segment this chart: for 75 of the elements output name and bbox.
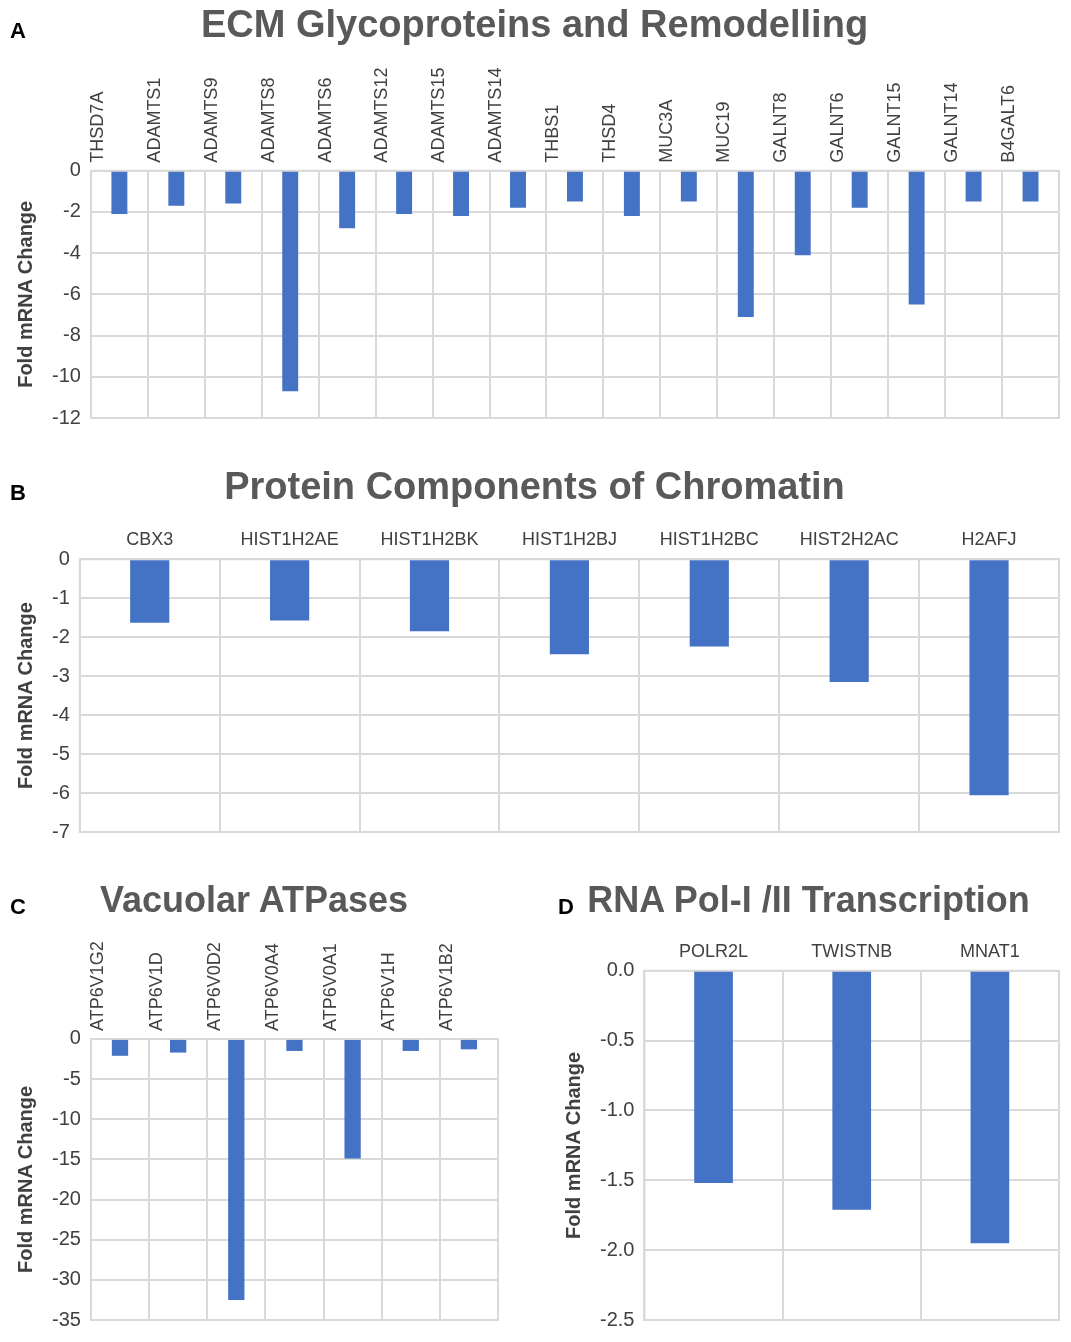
x-tick-label: ADAMTS9 — [200, 77, 221, 163]
x-tick-label: TWISTNB — [811, 940, 893, 961]
x-tick-label: THBS1 — [542, 104, 563, 163]
y-tick-label: -20 — [52, 1187, 81, 1210]
chart-title: ECM Glycoproteins and Remodelling — [200, 3, 869, 46]
x-tick-label: THSD4 — [599, 103, 620, 163]
y-tick-label: -2 — [51, 624, 70, 647]
y-tick-label: 0 — [69, 1026, 81, 1049]
y-tick-label: -1 — [51, 585, 70, 608]
x-tick-label: H2AFJ — [961, 529, 1017, 550]
x-tick-label: MNAT1 — [960, 940, 1020, 961]
y-tick-label: 0 — [69, 158, 81, 181]
x-tick-label: ATP6V1D — [145, 952, 166, 1031]
y-tick-label: -10 — [52, 364, 81, 387]
x-tick-label: GALNT15 — [884, 82, 904, 163]
text: B — [10, 480, 26, 506]
x-tick-label: HIST2H2AC — [799, 529, 899, 550]
x-tick-label: CBX3 — [126, 529, 174, 550]
y-tick-label: -1.5 — [599, 1167, 635, 1190]
y-tick-label: -2 — [63, 199, 81, 222]
x-tick-label: B4GALT6 — [997, 84, 1018, 163]
y-tick-label: -12 — [52, 405, 81, 428]
y-axis-title: Fold mRNA Change — [13, 1085, 36, 1273]
y-tick-label: -7 — [51, 819, 70, 842]
x-tick-label: ADAMTS12 — [371, 67, 392, 163]
y-axis-title: Fold mRNA Change — [561, 1051, 584, 1239]
x-tick-label: ADAMTS14 — [485, 67, 506, 163]
y-tick-label: -6 — [63, 281, 81, 304]
x-tick-label: HIST1H2AE — [240, 529, 339, 550]
y-tick-label: -0.5 — [599, 1028, 635, 1051]
x-tick-label: HIST1H2BC — [659, 529, 759, 550]
y-tick-label: -10 — [52, 1106, 81, 1129]
x-tick-label: GALNT8 — [770, 92, 791, 163]
y-tick-label: -2.5 — [599, 1307, 635, 1330]
y-tick-label: 0 — [58, 546, 70, 569]
x-tick-label: THSD7A — [86, 91, 107, 163]
chart-title: RNA Pol-I /II Transcription — [587, 878, 1030, 920]
x-tick-label: ATP6V0A4 — [261, 943, 282, 1031]
text: C — [10, 894, 26, 920]
x-tick-label: ADAMTS8 — [257, 77, 278, 163]
y-tick-label: -15 — [52, 1146, 81, 1169]
chart-title: Protein Components of Chromatin — [224, 465, 845, 508]
x-tick-label: ADAMTS6 — [314, 77, 335, 163]
x-tick-label: HIST1H2BK — [380, 529, 479, 550]
x-tick-label: ATP6V0D2 — [203, 942, 224, 1031]
y-tick-label: -30 — [52, 1267, 81, 1290]
x-tick-label: ADAMTS1 — [143, 77, 164, 163]
y-axis-title: Fold mRNA Change — [13, 602, 36, 790]
text: A — [10, 18, 26, 44]
x-tick-label: HIST1H2BJ — [521, 529, 617, 550]
chart-title: Vacuolar ATPases — [99, 878, 409, 920]
x-tick-label: ATP6V1B2 — [436, 943, 457, 1031]
y-tick-label: -5 — [51, 741, 70, 764]
x-tick-label: ATP6V1G2 — [87, 941, 108, 1031]
y-tick-label: -2.0 — [599, 1237, 635, 1260]
x-tick-label: MUC19 — [713, 101, 734, 163]
y-tick-label: -3 — [51, 663, 70, 686]
y-tick-label: -1.0 — [599, 1098, 635, 1120]
y-tick-label: -8 — [63, 323, 81, 346]
y-tick-label: -25 — [52, 1227, 81, 1250]
y-tick-label: -4 — [63, 240, 81, 263]
x-tick-label: ATP6V1H — [378, 952, 399, 1031]
x-tick-label: ADAMTS15 — [428, 67, 449, 163]
y-tick-label: -6 — [51, 780, 70, 803]
text: D — [558, 894, 574, 920]
y-tick-label: -35 — [52, 1307, 81, 1330]
x-tick-label: POLR2L — [679, 940, 749, 961]
y-axis-title: Fold mRNA Change — [13, 200, 36, 388]
y-tick-label: 0.0 — [606, 958, 635, 981]
x-tick-label: MUC3A — [656, 99, 677, 163]
x-tick-label: GALNT6 — [827, 92, 848, 163]
x-tick-label: ATP6V0A1 — [319, 943, 340, 1031]
y-tick-label: -5 — [63, 1066, 81, 1089]
y-tick-label: -4 — [51, 702, 70, 725]
x-tick-label: GALNT14 — [940, 82, 961, 163]
